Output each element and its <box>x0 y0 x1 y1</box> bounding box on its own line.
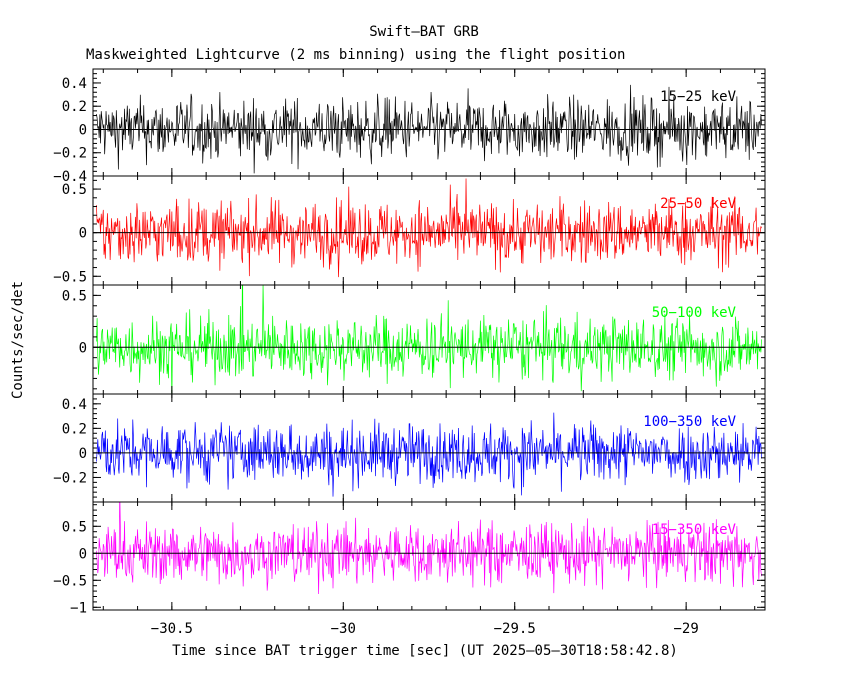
series-line-1 <box>96 84 762 174</box>
band-label-3: 50−100 keV <box>652 305 737 321</box>
panels-group: −0.4 −0.2 0 0.2 0.4 15−25 keV −0.5 0 0.5 25−50 ke… <box>53 68 766 637</box>
y-tick-label: −0.2 <box>53 146 87 162</box>
y-tick-label: 0.5 <box>62 288 87 304</box>
panel-5: −1 −0.5 0 0.5 15−350 keV <box>53 501 766 616</box>
series-line-3 <box>96 285 762 394</box>
y-tick-label: 0.4 <box>62 76 87 92</box>
panel-1: −0.4 −0.2 0 0.2 0.4 15−25 keV <box>53 68 766 185</box>
panel-frame <box>92 175 766 286</box>
x-tick-label: −29 <box>673 621 698 637</box>
y-tick-label: 0 <box>79 546 87 562</box>
x-axis-label: Time since BAT trigger time [sec] (UT 20… <box>172 643 678 659</box>
panel-2: −0.5 0 0.5 25−50 keV <box>53 175 766 286</box>
y-tick-label: 0.2 <box>62 99 87 115</box>
y-tick-label: 0 <box>79 122 87 138</box>
x-tick-label: −30 <box>331 621 356 637</box>
band-label-2: 25−50 keV <box>660 196 736 212</box>
y-tick-label: 0.2 <box>62 421 87 437</box>
y-tick-label: 0 <box>79 226 87 242</box>
panel-3: 0 0.5 50−100 keV <box>62 284 766 395</box>
band-label-1: 15−25 keV <box>660 89 736 105</box>
y-tick-label: −0.2 <box>53 470 87 486</box>
y-tick-label: −0.5 <box>53 573 87 589</box>
y-tick-label: 0 <box>79 446 87 462</box>
chart-title: Swift–BAT GRB <box>369 24 479 40</box>
series-line-5 <box>96 502 762 594</box>
panel-4: −0.2 0 0.2 0.4 100−350 keV <box>53 393 766 503</box>
chart-subtitle: Maskweighted Lightcurve (2 ms binning) u… <box>86 47 625 63</box>
y-tick-label: −1 <box>70 600 87 616</box>
y-tick-label: 0.5 <box>62 519 87 535</box>
y-axis-label: Counts/sec/det <box>10 281 26 399</box>
x-tick-label: −30.5 <box>151 621 193 637</box>
y-tick-label: 0 <box>79 340 87 356</box>
y-tick-label: 0.4 <box>62 397 87 413</box>
x-tick-label: −29.5 <box>494 621 536 637</box>
panel-frame <box>92 501 766 611</box>
band-label-4: 100−350 keV <box>643 414 736 430</box>
y-tick-label: −0.5 <box>53 269 87 285</box>
series-line-4 <box>96 412 762 497</box>
series-line-2 <box>96 178 762 278</box>
band-label-5: 15−350 keV <box>652 522 737 538</box>
y-tick-label: 0.5 <box>62 182 87 198</box>
panel-frame <box>92 393 766 503</box>
y-tick-label: −0.4 <box>53 169 87 185</box>
